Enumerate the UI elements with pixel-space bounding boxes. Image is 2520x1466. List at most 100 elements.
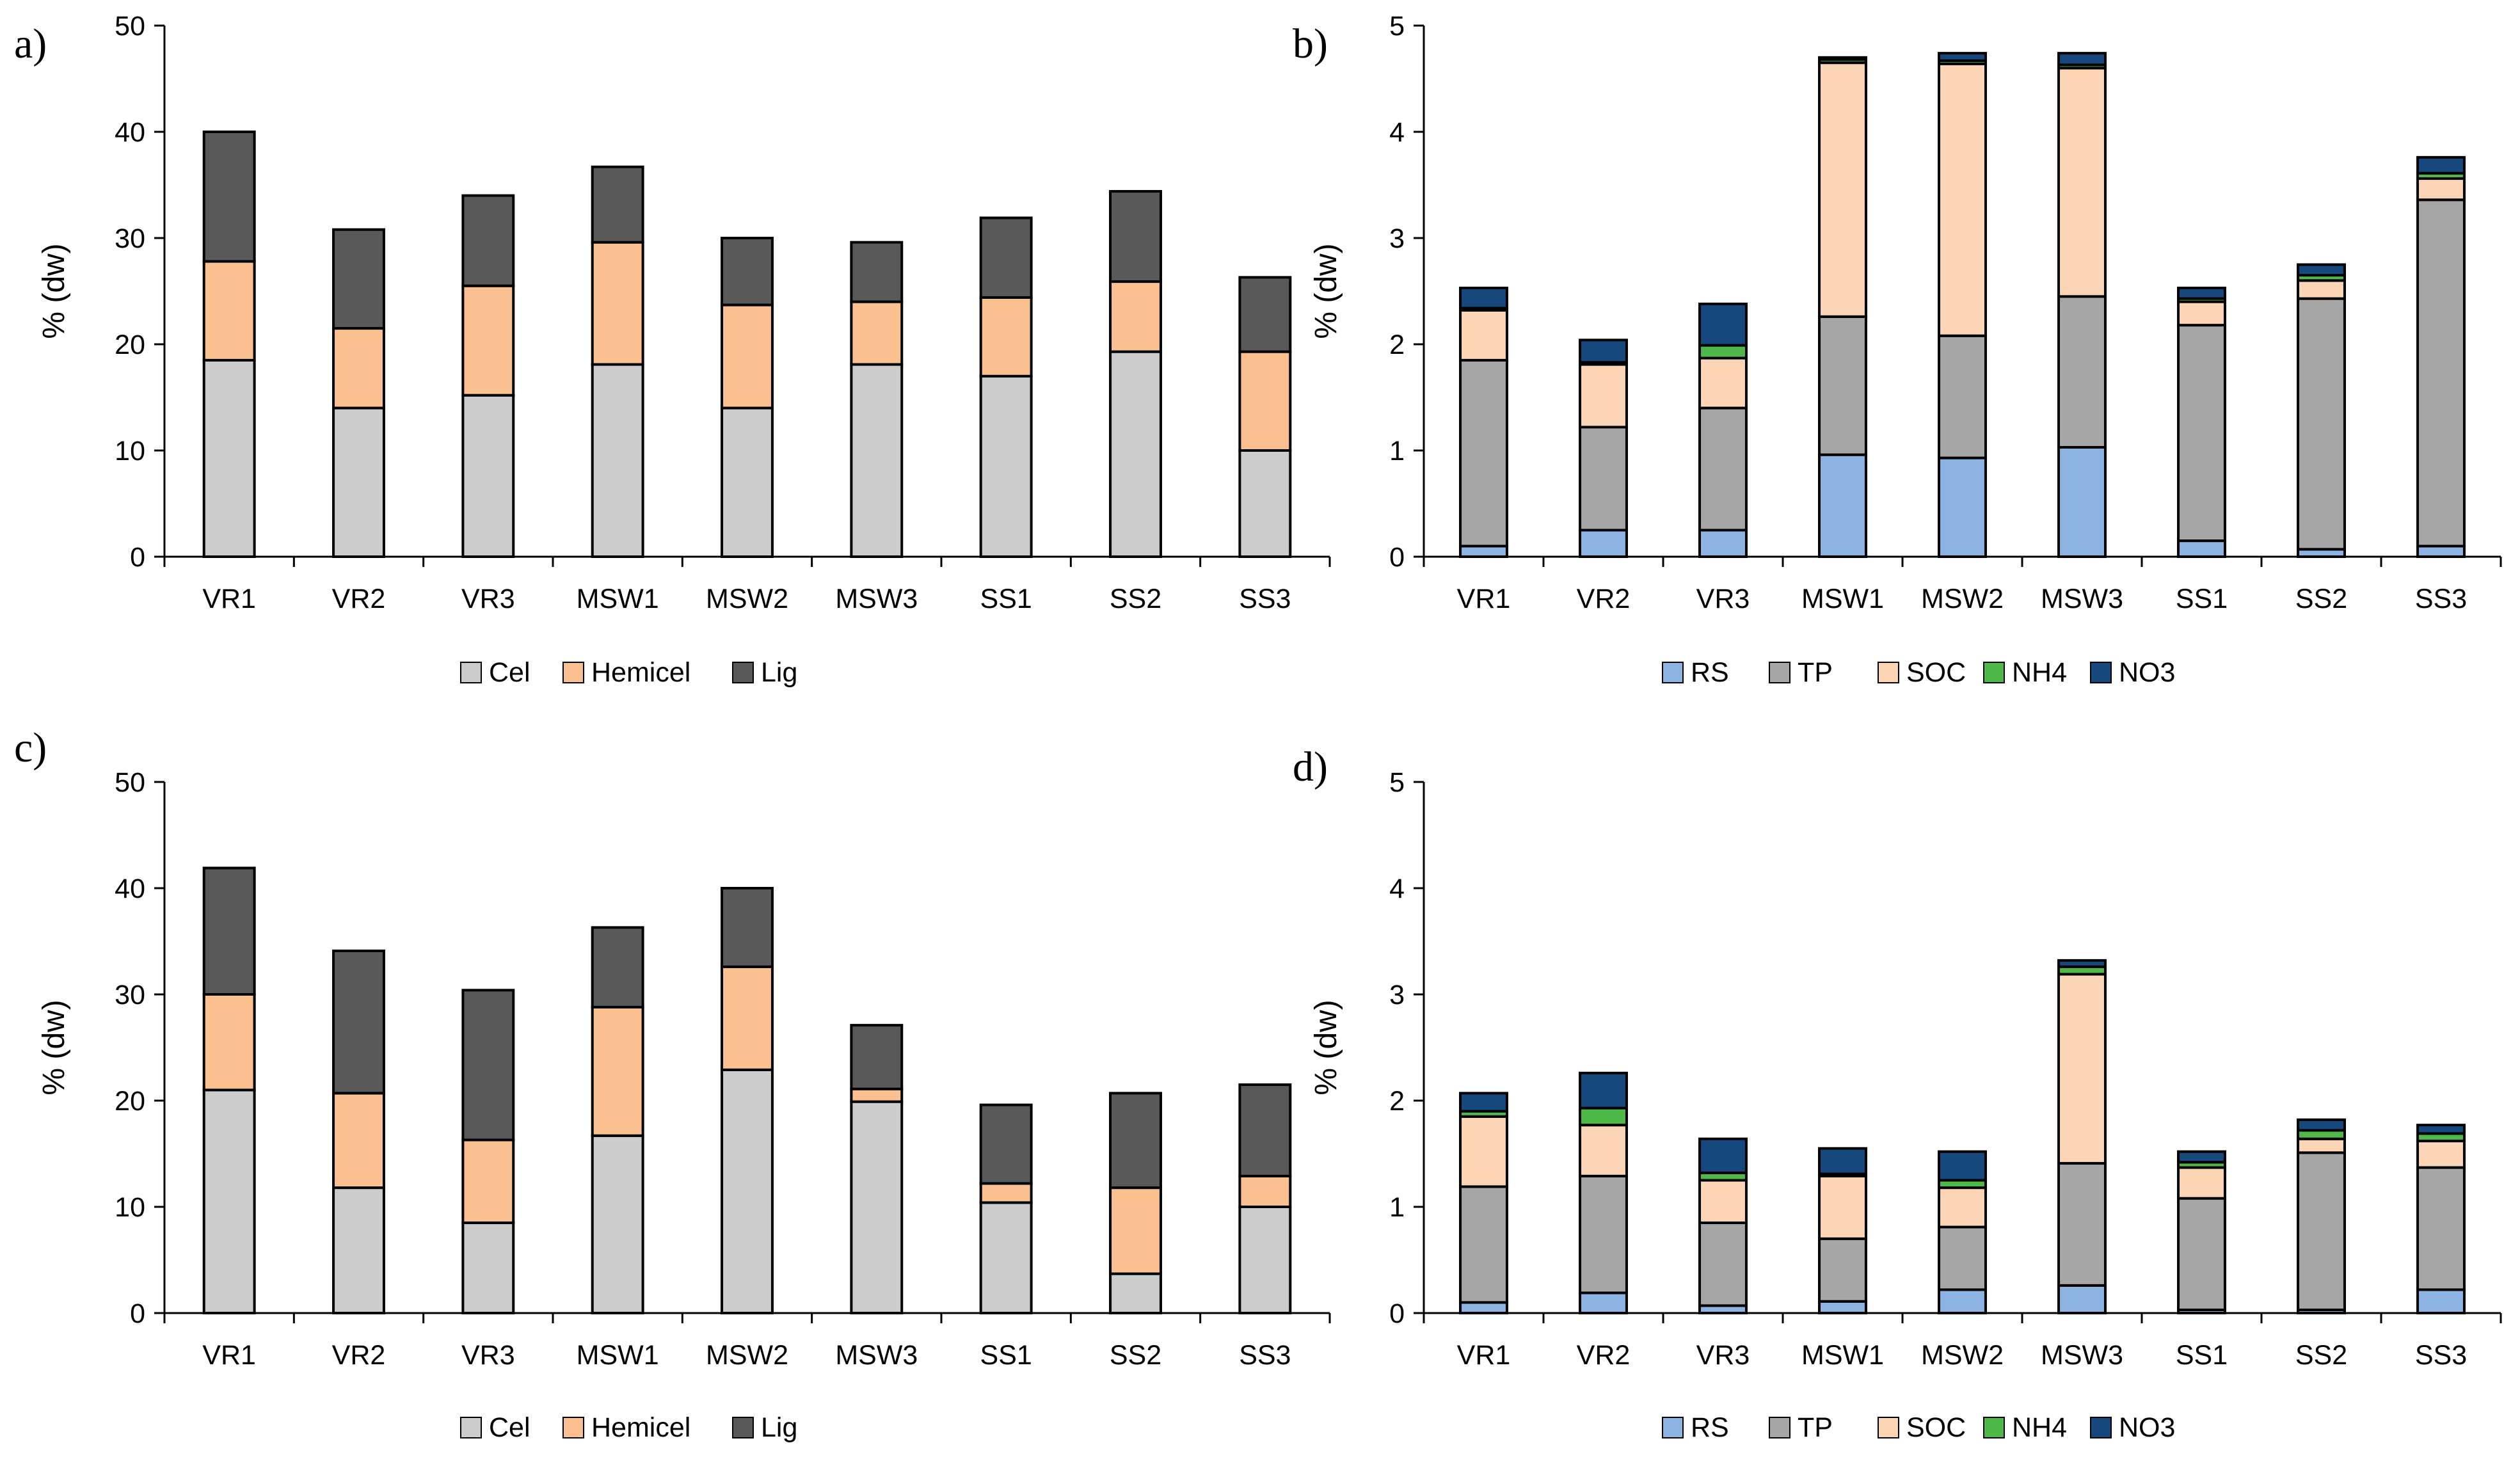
x-tick-label: MSW1 bbox=[1801, 584, 1884, 614]
bar-segment-rs-vr3 bbox=[1698, 529, 1748, 558]
bar-segment-cel-ss3 bbox=[1238, 1206, 1292, 1314]
y-axis-label: % (dw) bbox=[1309, 1000, 1343, 1095]
x-tick-label: MSW2 bbox=[706, 584, 788, 614]
bar-segment-no3-msw3 bbox=[2057, 52, 2107, 67]
bar-segment-tp-msw2 bbox=[1938, 334, 1987, 459]
bar-segment-tp-msw1 bbox=[1818, 315, 1867, 456]
bar-segment-tp-vr1 bbox=[1459, 1185, 1508, 1304]
y-tick-label: 0 bbox=[1389, 542, 1405, 573]
legend-swatch-nh4 bbox=[1983, 1417, 2005, 1438]
bar-segment-soc-ss3 bbox=[2416, 177, 2466, 202]
y-tick-label: 50 bbox=[115, 11, 145, 42]
legend-label-lig: Lig bbox=[761, 657, 797, 688]
x-tick-label: MSW3 bbox=[2041, 584, 2123, 614]
bar-segment-cel-ss3 bbox=[1238, 449, 1292, 558]
legend-label-tp: TP bbox=[1798, 657, 1833, 688]
bar-segment-tp-vr2 bbox=[1579, 1174, 1628, 1295]
x-tick-label: VR2 bbox=[1577, 1340, 1631, 1371]
x-tick-label: VR1 bbox=[202, 584, 256, 614]
x-tick-label: VR1 bbox=[1457, 1340, 1511, 1371]
bar-segment-tp-ss3 bbox=[2416, 198, 2466, 548]
x-tick-label: VR2 bbox=[1577, 584, 1631, 614]
legend-label-hemicel: Hemicel bbox=[591, 1412, 690, 1443]
legend-swatch-rs bbox=[1662, 1417, 1684, 1438]
bar-segment-hemicel-vr2 bbox=[332, 1092, 385, 1190]
x-tick-label: MSW2 bbox=[1921, 1340, 2004, 1371]
bar-segment-cel-vr3 bbox=[461, 394, 515, 558]
bar-segment-hemicel-vr2 bbox=[332, 327, 385, 410]
bar-segment-hemicel-msw1 bbox=[591, 1005, 644, 1137]
y-tick-label: 3 bbox=[1389, 980, 1405, 1010]
x-tick-label: MSW3 bbox=[835, 584, 918, 614]
bar-segment-no3-ss2 bbox=[2297, 1118, 2346, 1132]
bar-segment-soc-msw3 bbox=[2057, 67, 2107, 298]
bar-segment-cel-ss1 bbox=[979, 1201, 1033, 1314]
bar-segment-cel-vr2 bbox=[332, 1186, 385, 1314]
bar-segment-cel-msw1 bbox=[591, 363, 644, 558]
panel-d: d) % (dw) 0 1 2 3 4 5 VR1 VR2 VR3 MSW1 MSW2 MSW3 SS1 SS… bbox=[1293, 744, 2502, 1443]
bar-segment-nh4-vr2 bbox=[1579, 1106, 1628, 1127]
x-tick-label: MSW1 bbox=[577, 1340, 659, 1371]
bar-segment-cel-vr1 bbox=[202, 358, 256, 559]
bar-segment-tp-msw3 bbox=[2057, 1161, 2107, 1287]
bar-segment-soc-msw2 bbox=[1938, 62, 1987, 337]
x-tick-label: SS3 bbox=[1239, 1340, 1291, 1371]
bar-segment-soc-msw3 bbox=[2057, 973, 2107, 1165]
bar-segment-no3-vr3 bbox=[1698, 1137, 1748, 1174]
bar-segment-rs-vr2 bbox=[1579, 1291, 1628, 1314]
x-tick-label: SS1 bbox=[2176, 1340, 2228, 1371]
bar-segment-no3-msw1 bbox=[1818, 1147, 1867, 1175]
bar-segment-cel-ss2 bbox=[1109, 1272, 1162, 1314]
bar-segment-hemicel-vr1 bbox=[202, 260, 256, 362]
legend-swatch-tp bbox=[1769, 662, 1790, 683]
legend-swatch-nh4 bbox=[1983, 662, 2005, 683]
bar-segment-rs-msw2 bbox=[1938, 1288, 1987, 1314]
legend-label-hemicel: Hemicel bbox=[591, 657, 690, 688]
bar-segment-hemicel-vr3 bbox=[461, 1138, 515, 1224]
bar-segment-hemicel-ss1 bbox=[979, 1182, 1033, 1204]
x-tick-label: SS2 bbox=[2295, 584, 2347, 614]
bar-segment-hemicel-ss1 bbox=[979, 296, 1033, 378]
legend-swatch-soc bbox=[1878, 662, 1899, 683]
x-tick-label: SS3 bbox=[1239, 584, 1291, 614]
bar-segment-hemicel-ss3 bbox=[1238, 350, 1292, 452]
panel-a: a) % (dw) 0 10 20 30 40 50 VR1 VR2 VR3 MSW1 MSW2 MSW3… bbox=[14, 11, 1331, 688]
x-tick-label: VR3 bbox=[1696, 1340, 1750, 1371]
bar-segment-rs-msw1 bbox=[1818, 453, 1867, 559]
bar-segment-no3-ss3 bbox=[2416, 1124, 2466, 1135]
y-tick-label: 4 bbox=[1389, 117, 1405, 148]
bar-segment-soc-vr2 bbox=[1579, 1124, 1628, 1177]
bar-segment-lig-msw3 bbox=[850, 1024, 904, 1090]
bar-segment-hemicel-ss2 bbox=[1109, 280, 1162, 353]
bar-segment-hemicel-vr3 bbox=[461, 284, 515, 397]
x-tick-label: SS3 bbox=[2415, 1340, 2467, 1371]
y-tick-label: 2 bbox=[1389, 330, 1405, 360]
bar-segment-hemicel-msw3 bbox=[850, 1087, 904, 1103]
x-tick-label: VR3 bbox=[1696, 584, 1750, 614]
bar-segment-soc-vr3 bbox=[1698, 1179, 1748, 1224]
legend-label-rs: RS bbox=[1691, 1412, 1729, 1443]
bar-segment-tp-ss3 bbox=[2416, 1166, 2466, 1291]
bar-segment-cel-vr1 bbox=[202, 1088, 256, 1315]
bar-segment-no3-vr2 bbox=[1579, 339, 1628, 364]
legend-label-no3: NO3 bbox=[2119, 1412, 2175, 1443]
bar-segment-rs-vr1 bbox=[1459, 1301, 1508, 1315]
bar-segment-tp-msw2 bbox=[1938, 1225, 1987, 1291]
bar-segment-soc-vr3 bbox=[1698, 356, 1748, 410]
bar-segment-lig-vr1 bbox=[202, 131, 256, 263]
bar-segment-lig-ss2 bbox=[1109, 189, 1162, 283]
bar-segment-rs-msw3 bbox=[2057, 1284, 2107, 1314]
legend-swatch-lig bbox=[732, 662, 754, 683]
x-tick-label: SS3 bbox=[2415, 584, 2467, 614]
bar-segment-lig-vr2 bbox=[332, 949, 385, 1095]
bar-segment-no3-msw1 bbox=[1818, 56, 1867, 61]
bar-segment-hemicel-ss2 bbox=[1109, 1186, 1162, 1275]
y-tick-label: 0 bbox=[130, 1298, 145, 1329]
bar-segment-tp-ss1 bbox=[2177, 324, 2226, 543]
y-tick-label: 1 bbox=[1389, 1192, 1405, 1223]
bar-segment-tp-ss2 bbox=[2297, 1151, 2346, 1312]
bar-segment-tp-vr2 bbox=[1579, 426, 1628, 532]
legend-label-soc: SOC bbox=[1906, 1412, 1966, 1443]
bar-segment-rs-ss3 bbox=[2416, 1288, 2466, 1314]
